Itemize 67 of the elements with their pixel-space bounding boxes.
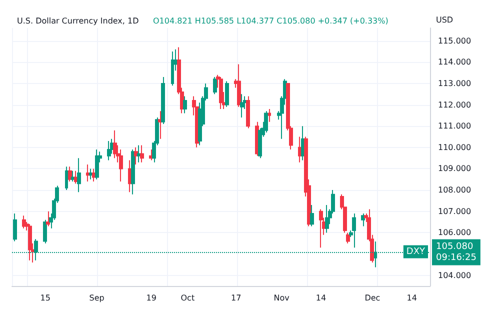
candlestick: [92, 168, 96, 182]
candlestick: [361, 213, 365, 227]
y-axis-title: USD: [436, 16, 454, 24]
candlestick: [240, 94, 244, 118]
y-tick-label: 110.000: [438, 142, 472, 152]
candlestick: [310, 204, 314, 227]
candlestick: [131, 149, 135, 195]
y-tick-label: 111.000: [438, 122, 472, 131]
y-tick-label: 115.000: [438, 36, 472, 46]
candlestick: [107, 140, 111, 161]
candlestick: [237, 64, 241, 108]
x-tick-label: Nov: [274, 294, 290, 302]
chart-subtitle: O104.821 H105.585 L104.377 C105.080 +0.347 (+0.33%): [153, 16, 388, 26]
x-tick-label: 15: [40, 294, 50, 302]
candlestick: [213, 76, 217, 95]
candlestick: [46, 210, 50, 227]
candlestick: [128, 160, 132, 193]
candlestick: [13, 213, 17, 242]
y-tick-label: 114.000: [438, 58, 472, 67]
x-tick-label: 17: [231, 294, 242, 302]
candlestick: [140, 144, 144, 163]
y-tick-label: 113.000: [438, 78, 472, 88]
candlestick: [86, 164, 90, 182]
ref-line-label: 105.080 09:16:25: [436, 242, 476, 263]
candlestick: [171, 50, 174, 86]
y-tick-label: 106.000: [438, 228, 472, 238]
y-tick-label: 112.000: [438, 100, 472, 110]
candlestick: [89, 168, 93, 180]
candlestick: [268, 108, 271, 122]
candlestick: [319, 208, 323, 248]
candlestick: [113, 130, 117, 159]
y-tick-label: 104.000: [438, 270, 472, 280]
candlestick: [43, 219, 47, 244]
candlestick: [183, 96, 187, 114]
candlestick: [346, 232, 350, 244]
candlestick: [68, 166, 72, 182]
candlestick: [298, 136, 302, 163]
y-tick-label: 107.000: [438, 206, 472, 216]
candlestick: [161, 76, 165, 124]
candlestick: [352, 213, 356, 248]
candlestick: [74, 170, 78, 184]
candlestick: [77, 158, 81, 193]
candlestick: [264, 110, 268, 133]
y-tick-label: 108.000: [438, 186, 472, 195]
candlestick: [71, 170, 75, 182]
chart-title: U.S. Dollar Currency Index, 1D: [17, 16, 139, 26]
candlestick: [325, 204, 329, 234]
candlestick: [219, 76, 223, 110]
candlestick: [149, 149, 153, 161]
candlestick: [95, 149, 99, 180]
candlestick: [65, 166, 68, 191]
candlestick: [22, 215, 26, 229]
candlestick: [225, 80, 229, 108]
x-tick-label: Sep: [89, 294, 104, 302]
candlestick: [158, 110, 162, 140]
candlestick: [137, 144, 141, 163]
x-tick-label: 19: [146, 294, 156, 302]
candlestick: [246, 96, 250, 129]
candlestick: [119, 149, 123, 182]
x-tick-label: 14: [316, 294, 326, 302]
candlestick: [134, 146, 138, 165]
candlestick: [28, 224, 32, 261]
x-tick-label: 14: [406, 294, 417, 302]
annotation: DXY: [406, 246, 426, 257]
y-tick-label: 109.000: [438, 164, 472, 174]
x-tick-label: Dec: [364, 294, 380, 302]
x-tick-label: Oct: [180, 294, 195, 302]
